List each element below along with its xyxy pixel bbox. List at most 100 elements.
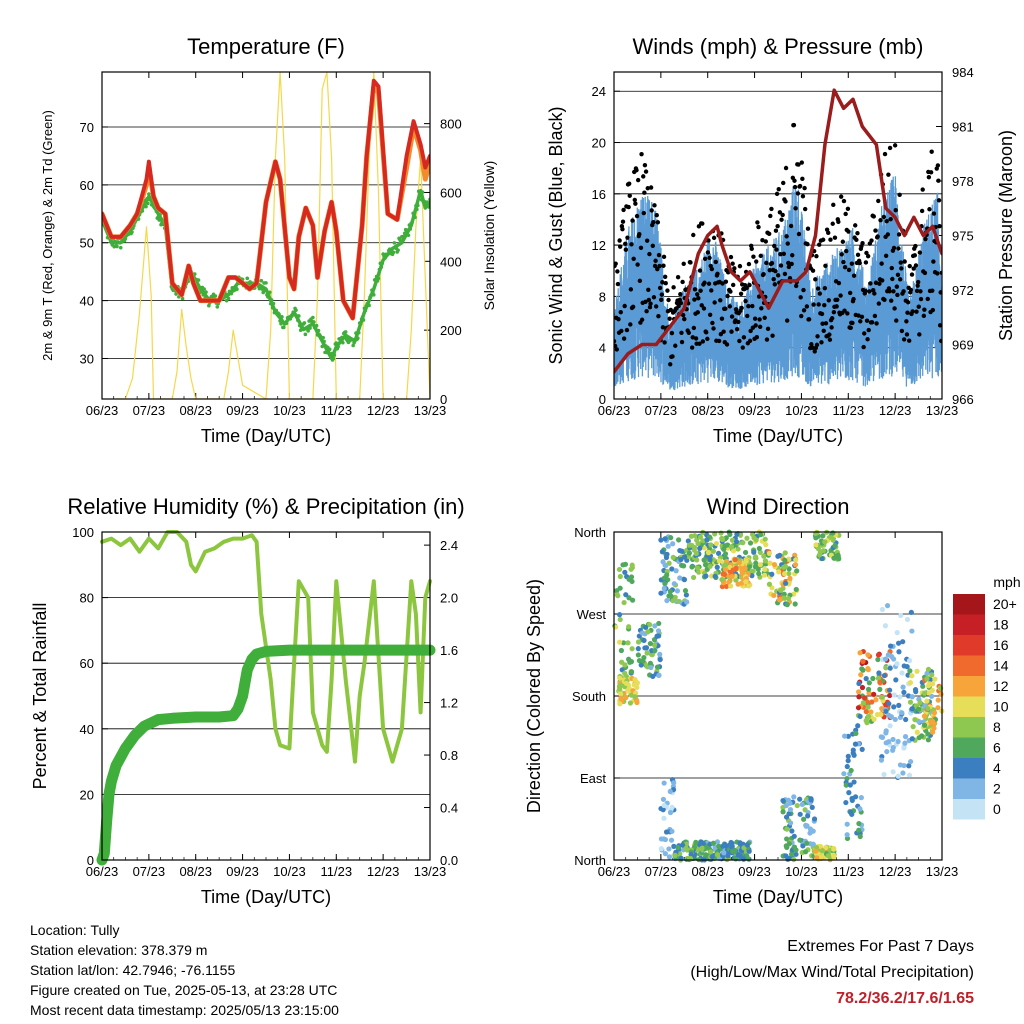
gust-point bbox=[623, 241, 628, 246]
gust-point bbox=[901, 289, 906, 294]
dewpoint-point bbox=[267, 290, 272, 295]
gust-point bbox=[617, 238, 622, 243]
x-tick-label: 13/23 bbox=[414, 864, 447, 879]
colorbar-label: 6 bbox=[993, 740, 1001, 756]
dewpoint-point bbox=[140, 209, 145, 213]
x-tick-label: 12/23 bbox=[367, 864, 400, 879]
direction-point bbox=[914, 729, 920, 735]
gust-point bbox=[711, 326, 716, 331]
gust-point bbox=[800, 176, 805, 182]
gust-point bbox=[917, 332, 922, 337]
y-axis-label: Direction (Colored By Speed) bbox=[524, 579, 544, 813]
direction-point bbox=[667, 809, 674, 816]
y-tick-label: 40 bbox=[80, 722, 94, 737]
x-tick-label: 07/23 bbox=[133, 864, 166, 879]
colorbar-swatch bbox=[953, 799, 985, 820]
gust-point bbox=[689, 345, 695, 350]
gust-point bbox=[920, 187, 925, 192]
dewpoint-point bbox=[420, 190, 425, 194]
direction-point bbox=[858, 672, 864, 678]
direction-point bbox=[702, 562, 709, 568]
colorbar-label: 10 bbox=[993, 699, 1009, 715]
gust-point bbox=[926, 174, 932, 180]
gust-point bbox=[918, 289, 923, 294]
gust-point bbox=[711, 235, 717, 241]
direction-point bbox=[873, 697, 879, 703]
direction-point bbox=[733, 539, 740, 545]
direction-point bbox=[883, 730, 889, 736]
dewpoint-point bbox=[341, 340, 345, 345]
gust-point bbox=[804, 304, 810, 309]
gust-point bbox=[628, 322, 633, 327]
direction-point bbox=[901, 745, 907, 751]
gust-point bbox=[855, 230, 860, 236]
gust-point bbox=[709, 266, 715, 272]
direction-point bbox=[694, 557, 700, 563]
direction-point bbox=[891, 704, 897, 710]
direction-point bbox=[757, 549, 763, 556]
direction-point bbox=[629, 565, 635, 571]
direction-point bbox=[895, 773, 901, 779]
series-solar-insolation bbox=[115, 72, 430, 399]
dewpoint-point bbox=[196, 278, 201, 282]
dewpoint-point bbox=[367, 303, 371, 308]
direction-point bbox=[794, 802, 800, 809]
gust-point bbox=[707, 255, 712, 261]
gust-point bbox=[898, 277, 903, 282]
direction-point bbox=[868, 709, 874, 715]
gust-point bbox=[691, 232, 696, 238]
dewpoint-point bbox=[399, 240, 403, 245]
gust-point bbox=[741, 335, 747, 340]
dewpoint-point bbox=[260, 287, 265, 291]
gust-point bbox=[663, 281, 668, 286]
colorbar-label: 2 bbox=[993, 781, 1001, 797]
direction-point bbox=[666, 854, 673, 860]
direction-point bbox=[700, 538, 706, 544]
direction-point bbox=[883, 665, 889, 671]
direction-point bbox=[749, 573, 755, 579]
direction-point bbox=[688, 851, 694, 858]
gust-point bbox=[905, 310, 910, 315]
gust-point bbox=[659, 297, 664, 303]
direction-point bbox=[647, 660, 653, 666]
gust-point bbox=[648, 185, 654, 190]
direction-point bbox=[907, 699, 914, 705]
gust-point bbox=[819, 311, 825, 317]
direction-point bbox=[771, 592, 777, 599]
gust-point bbox=[757, 317, 762, 322]
gust-point bbox=[792, 184, 798, 190]
direction-point bbox=[813, 535, 819, 541]
dewpoint-point bbox=[332, 353, 337, 357]
series-temperature-2m bbox=[102, 78, 430, 320]
gust-point bbox=[638, 245, 644, 251]
gust-point bbox=[828, 237, 833, 242]
gust-point bbox=[790, 253, 795, 258]
direction-point bbox=[743, 579, 749, 585]
direction-point bbox=[678, 556, 684, 563]
dewpoint-point bbox=[147, 192, 151, 196]
direction-point bbox=[793, 557, 799, 563]
dewpoint-point bbox=[416, 203, 420, 208]
direction-point bbox=[875, 675, 881, 681]
direction-point bbox=[902, 740, 908, 746]
dewpoint-point bbox=[280, 315, 284, 319]
direction-point bbox=[893, 677, 899, 683]
direction-point bbox=[622, 662, 628, 668]
gust-point bbox=[628, 287, 634, 292]
y2-tick-label: 200 bbox=[440, 323, 462, 338]
gust-point bbox=[749, 246, 754, 251]
gust-point bbox=[844, 248, 849, 254]
gust-point bbox=[641, 210, 647, 216]
gust-point bbox=[766, 231, 772, 237]
gust-point bbox=[899, 328, 905, 334]
direction-point bbox=[744, 842, 750, 848]
direction-point bbox=[669, 566, 675, 572]
gust-point bbox=[705, 336, 710, 342]
direction-point bbox=[714, 839, 721, 845]
dewpoint-point bbox=[229, 291, 234, 296]
gust-point bbox=[858, 319, 863, 324]
direction-point bbox=[853, 730, 859, 737]
dewpoint-point bbox=[417, 193, 422, 198]
direction-point bbox=[855, 723, 861, 729]
gust-point bbox=[614, 343, 618, 349]
